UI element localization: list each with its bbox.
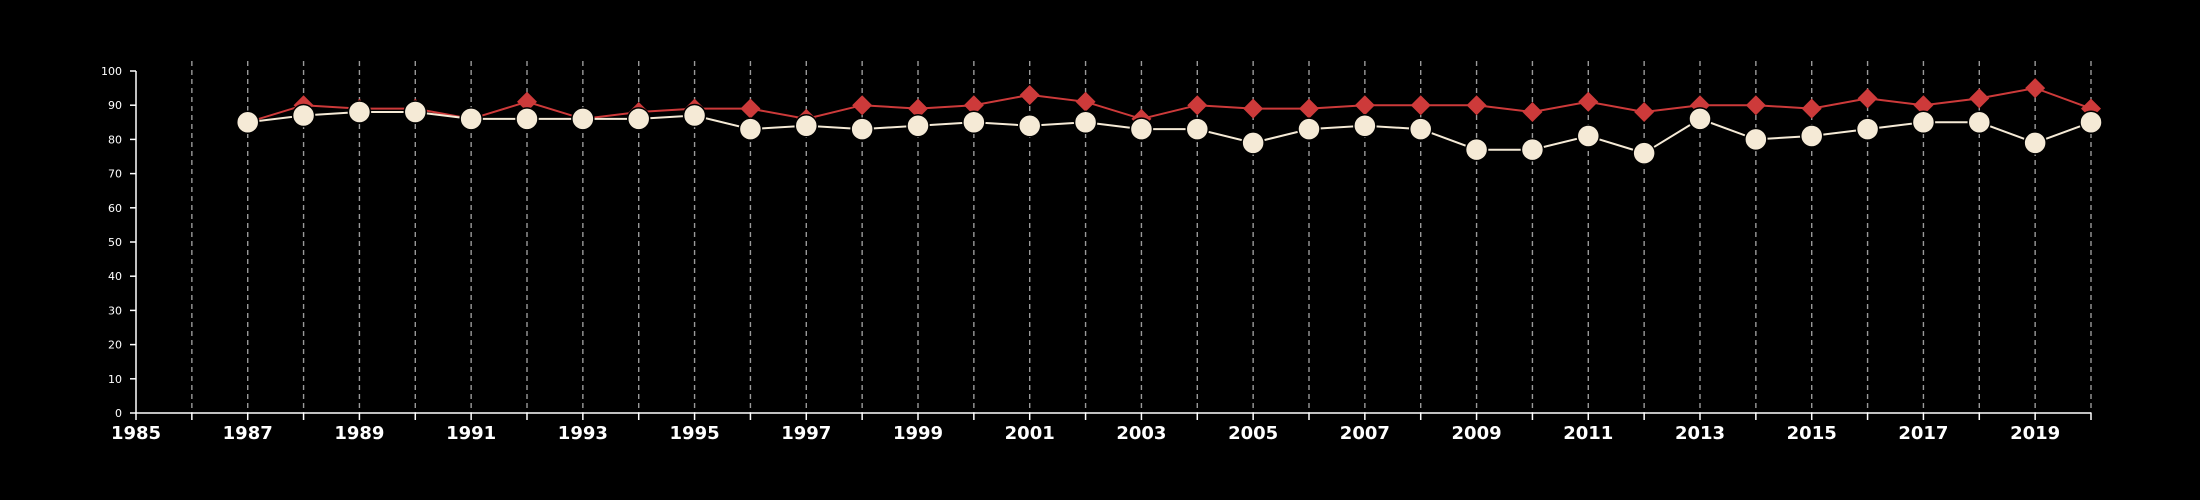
x-tick-label-1989: 1989 (334, 423, 384, 444)
series-2-point-1998 (850, 117, 874, 141)
series-2-point-2012 (1632, 141, 1656, 165)
series-2-line (247, 111, 2092, 155)
series-1-point-2012 (1634, 102, 1655, 123)
series-1-line (247, 87, 2092, 124)
x-tick-label-2007: 2007 (1340, 423, 1390, 444)
series-2-point-1993 (571, 107, 595, 131)
x-tick-label-2019: 2019 (2010, 423, 2060, 444)
y-tick-label-30: 30 (108, 304, 122, 317)
series-1-point-2019 (2025, 78, 2046, 99)
x-tick-label-2013: 2013 (1675, 423, 1725, 444)
series-2-point-1987 (235, 110, 260, 135)
series-1-point-2011 (1578, 91, 1599, 112)
series-2-point-2018 (1967, 110, 1992, 135)
series-2-point-2008 (1408, 117, 1433, 141)
series-2-point-1990 (403, 100, 428, 124)
x-tick-label-1993: 1993 (558, 423, 608, 444)
series-2-point-1994 (626, 107, 651, 131)
x-tick-label-2001: 2001 (1005, 423, 1055, 444)
x-tick-label-1985: 1985 (111, 423, 161, 444)
series-1-point-1992 (517, 91, 537, 112)
series-1-point-2014 (1745, 95, 1766, 116)
series-1-point-1999 (908, 98, 928, 119)
x-tick-label-1997: 1997 (781, 423, 831, 444)
series-2-point-2015 (1799, 124, 1824, 148)
x-tick-label-1999: 1999 (893, 423, 943, 444)
series-1-point-2009 (1466, 95, 1487, 116)
series-1-point-2017 (1913, 95, 1934, 116)
series-1-point-1998 (852, 95, 873, 116)
y-tick-label-10: 10 (108, 373, 122, 386)
series-2-point-2003 (1129, 117, 1154, 141)
series-1-point-2004 (1187, 95, 1208, 116)
y-tick-label-50: 50 (108, 236, 122, 249)
series-2-point-2000 (962, 110, 986, 135)
axes: 0 10 20 30 40 50 60 70 80 90 100 1985 1987 1989 1991 19… (101, 65, 2092, 444)
series-2-point-2014 (1744, 127, 1768, 152)
series-1-point-2007 (1354, 95, 1375, 116)
series-2-point-2006 (1297, 117, 1321, 141)
series-2-point-2011 (1576, 124, 1601, 148)
x-tick-label-2015: 2015 (1787, 423, 1837, 444)
series-1-point-2006 (1299, 98, 1319, 119)
series-2-point-2002 (1073, 110, 1098, 135)
series-2-point-2013 (1688, 107, 1712, 131)
series-2-point-1991 (459, 107, 483, 131)
series-2-point-2020 (2079, 110, 2103, 135)
series-2-point-1995 (682, 103, 707, 128)
series-1-point-2005 (1243, 98, 1264, 119)
series-2-point-1996 (738, 117, 763, 141)
series-1-point-2002 (1075, 91, 1096, 112)
x-tick-label-1987: 1987 (223, 423, 273, 444)
series-2-point-2005 (1241, 131, 1265, 155)
series-1-point-2001 (1019, 84, 1040, 105)
series-1-point-2008 (1410, 95, 1431, 116)
series-2-point-2001 (1017, 113, 1042, 138)
x-tick-label-1995: 1995 (670, 423, 720, 444)
series-2-point-2016 (1855, 117, 1880, 141)
y-tick-label-20: 20 (108, 339, 122, 352)
series-1-point-2018 (1969, 88, 1990, 109)
y-tick-label-70: 70 (108, 168, 122, 181)
series-2-point-2007 (1353, 113, 1377, 138)
x-tick-label-2011: 2011 (1563, 423, 1613, 444)
y-tick-label-80: 80 (108, 133, 122, 146)
y-tick-label-90: 90 (108, 99, 122, 112)
x-tick-label-2017: 2017 (1898, 423, 1948, 444)
series-2-point-2010 (1520, 137, 1545, 162)
series-2-point-1999 (906, 113, 930, 138)
series-1-point-2000 (963, 95, 984, 116)
y-tick-label-0: 0 (115, 407, 122, 420)
series-layer (235, 78, 2103, 165)
series-1-point-2010 (1522, 102, 1543, 123)
series-1-point-2016 (1857, 88, 1878, 109)
series-2-point-1988 (291, 103, 316, 128)
x-tick-label-1991: 1991 (446, 423, 496, 444)
series-2-point-2019 (2023, 131, 2047, 155)
series-2-point-2004 (1185, 117, 1210, 141)
y-tick-label-60: 60 (108, 202, 122, 215)
series-1-point-1996 (740, 98, 761, 119)
series-2-point-1992 (515, 107, 539, 131)
y-tick-label-40: 40 (108, 270, 122, 283)
series-1-point-2015 (1801, 98, 1822, 119)
x-tick-label-2003: 2003 (1116, 423, 1166, 444)
series-2-point-1997 (794, 113, 819, 138)
series-2-point-2009 (1464, 137, 1489, 162)
y-tick-label-100: 100 (101, 65, 122, 78)
series-2-point-2017 (1911, 110, 1936, 135)
x-tick-label-2005: 2005 (1228, 423, 1278, 444)
series-2-point-1989 (347, 100, 372, 124)
x-tick-label-2009: 2009 (1452, 423, 1502, 444)
